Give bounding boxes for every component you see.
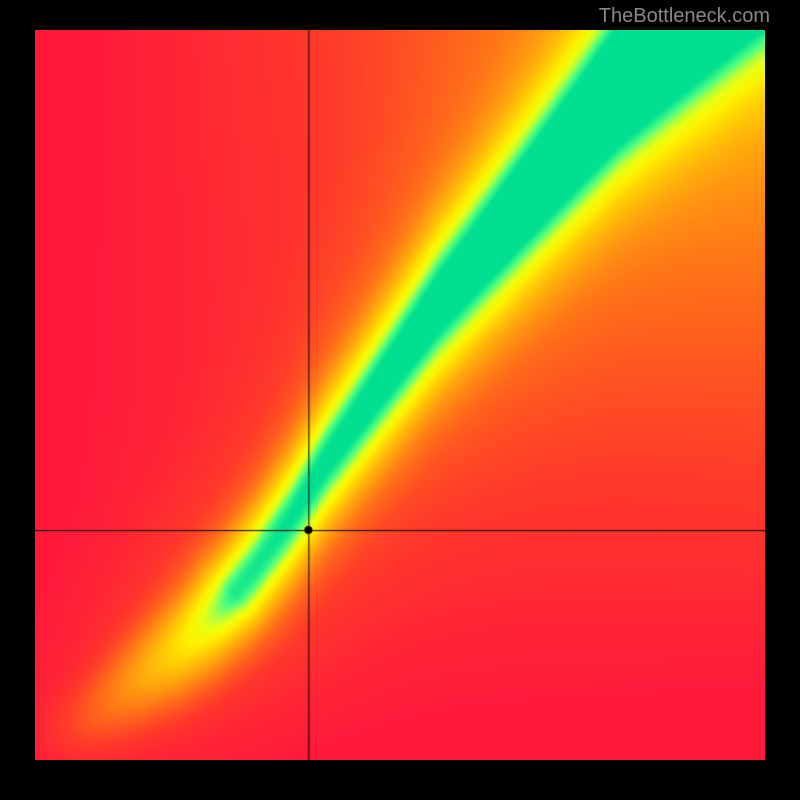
bottleneck-heatmap bbox=[35, 30, 765, 760]
watermark-text: TheBottleneck.com bbox=[599, 5, 770, 28]
chart-container: TheBottleneck.com bbox=[0, 0, 800, 800]
